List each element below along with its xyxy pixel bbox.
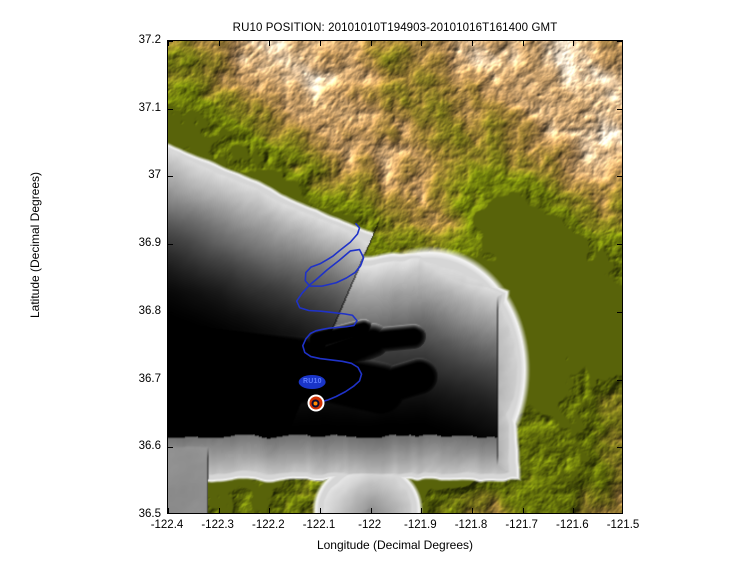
y-tick-label: 36.7 (138, 372, 161, 385)
glider-name-badge: RU10 (299, 374, 326, 389)
y-tick-label: 36.5 (138, 508, 161, 520)
x-tick-mark (421, 41, 423, 46)
x-tick-label: -121.9 (404, 519, 437, 531)
y-tick-label: 37.1 (138, 101, 161, 114)
x-tick-mark (320, 508, 321, 513)
y-tick-mark (168, 447, 173, 449)
x-tick-mark (168, 508, 169, 513)
x-tick-mark (370, 41, 372, 46)
y-axis-title: Latitude (Decimal Degrees) (28, 171, 42, 319)
y-tick-label: 37.2 (138, 34, 161, 46)
y-tick-mark (168, 176, 173, 178)
x-tick-mark (573, 508, 575, 513)
y-tick-mark (617, 41, 622, 42)
x-tick-label: -122.4 (150, 519, 184, 531)
y-tick-mark (617, 311, 622, 313)
x-tick-mark (421, 508, 423, 513)
x-tick-mark (320, 41, 321, 46)
x-tick-mark (168, 41, 169, 46)
y-tick-mark (168, 244, 173, 246)
x-tick-label: -122 (358, 519, 382, 531)
x-axis-title: Longitude (Decimal Degrees) (316, 538, 474, 552)
x-tick-label: -121.6 (556, 519, 589, 531)
x-axis-tick-labels: -122.4 -122.3 -122.2 -122.1 -122 -121.9 -121.8… (0, 519, 750, 537)
y-axis-tick-labels: 36.5 36.6 36.7 36.8 36.9 37 37.1 37.2 (113, 0, 161, 580)
x-tick-mark (218, 508, 220, 513)
x-tick-mark (218, 41, 220, 46)
y-tick-label: 36.9 (138, 237, 161, 250)
y-tick-mark (617, 176, 622, 178)
current-position-marker[interactable] (307, 394, 325, 412)
marker-core-dot (313, 401, 318, 406)
y-tick-label: 36.8 (138, 304, 161, 317)
x-tick-mark (370, 508, 372, 513)
x-tick-mark (522, 41, 524, 46)
x-tick-label: -122.3 (201, 519, 234, 531)
y-tick-mark (617, 244, 622, 246)
x-tick-label: -121.5 (606, 519, 640, 531)
x-tick-mark (269, 41, 271, 46)
y-tick-mark (617, 447, 622, 449)
y-tick-mark (617, 108, 622, 110)
y-tick-mark (168, 311, 173, 313)
x-tick-mark (472, 508, 473, 513)
y-tick-mark (168, 379, 173, 381)
y-tick-label: 36.6 (138, 440, 161, 453)
y-tick-mark (168, 108, 173, 110)
x-tick-mark (269, 508, 271, 513)
x-tick-mark (573, 41, 575, 46)
y-tick-label: 37 (148, 169, 161, 182)
y-tick-mark (617, 379, 622, 381)
plot-title: RU10 POSITION: 20101010T194903-20101016T… (232, 22, 558, 34)
x-tick-label: -122.2 (252, 519, 285, 531)
terrain-bathymetry-map (168, 41, 622, 513)
x-tick-label: -122.1 (302, 519, 336, 531)
x-tick-label: -121.8 (454, 519, 488, 531)
x-tick-mark (522, 508, 524, 513)
map-axes[interactable]: RU10 (167, 40, 623, 514)
x-tick-label: -121.7 (505, 519, 538, 531)
y-tick-mark (168, 41, 173, 42)
x-tick-mark (472, 41, 473, 46)
